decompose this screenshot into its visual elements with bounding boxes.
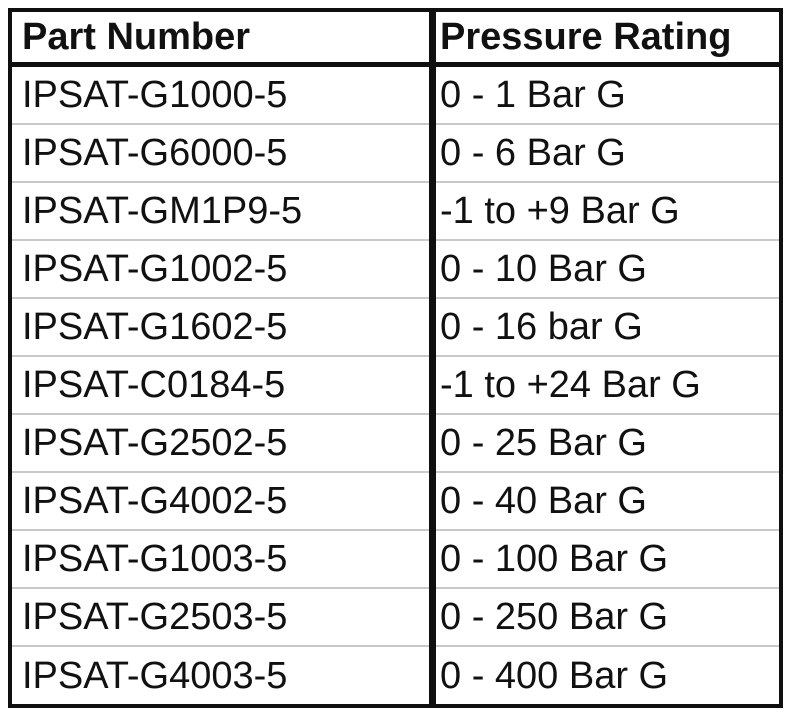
part-number-cell: IPSAT-G4002-5 [22, 479, 288, 522]
table-row: IPSAT-G1602-5 0 - 16 bar G [12, 299, 779, 357]
part-number-cell: IPSAT-G1002-5 [22, 247, 288, 290]
table-row: IPSAT-G2502-5 0 - 25 Bar G [12, 415, 779, 473]
pressure-rating-cell: 0 - 10 Bar G [440, 247, 647, 290]
pressure-rating-cell: 0 - 250 Bar G [440, 595, 669, 638]
pressure-rating-cell: 0 - 25 Bar G [440, 421, 647, 464]
table-row: IPSAT-G6000-5 0 - 6 Bar G [12, 125, 779, 183]
part-number-cell: IPSAT-C0184-5 [22, 363, 286, 406]
pressure-rating-cell: 0 - 400 Bar G [440, 654, 669, 697]
part-number-cell: IPSAT-GM1P9-5 [22, 189, 303, 232]
part-number-cell: IPSAT-G1003-5 [22, 537, 288, 580]
table-row: IPSAT-G1003-5 0 - 100 Bar G [12, 531, 779, 589]
pressure-rating-cell: 0 - 100 Bar G [440, 537, 669, 580]
part-number-cell: IPSAT-G6000-5 [22, 131, 288, 174]
table-row: IPSAT-G2503-5 0 - 250 Bar G [12, 589, 779, 647]
part-number-cell: IPSAT-G2502-5 [22, 421, 288, 464]
header-part-number: Part Number [22, 15, 251, 58]
table-row: IPSAT-G4003-5 0 - 400 Bar G [12, 647, 779, 705]
part-pressure-table: Part Number Pressure Rating IPSAT-G1000-… [8, 8, 783, 708]
pressure-rating-cell: 0 - 40 Bar G [440, 479, 647, 522]
part-number-cell: IPSAT-G2503-5 [22, 595, 288, 638]
table-header-row: Part Number Pressure Rating [12, 12, 779, 67]
table-row: IPSAT-G1002-5 0 - 10 Bar G [12, 241, 779, 299]
part-number-cell: IPSAT-G1000-5 [22, 73, 288, 116]
table-row: IPSAT-C0184-5 -1 to +24 Bar G [12, 357, 779, 415]
table-row: IPSAT-G1000-5 0 - 1 Bar G [12, 67, 779, 125]
table-row: IPSAT-GM1P9-5 -1 to +9 Bar G [12, 183, 779, 241]
column-divider [429, 12, 436, 704]
table-rows: Part Number Pressure Rating IPSAT-G1000-… [12, 12, 779, 704]
part-number-cell: IPSAT-G4003-5 [22, 654, 288, 697]
header-pressure-rating: Pressure Rating [440, 15, 732, 58]
part-number-cell: IPSAT-G1602-5 [22, 305, 288, 348]
pressure-rating-cell: 0 - 16 bar G [440, 305, 643, 348]
pressure-rating-cell: 0 - 1 Bar G [440, 73, 626, 116]
pressure-rating-cell: -1 to +9 Bar G [440, 189, 680, 232]
pressure-rating-cell: 0 - 6 Bar G [440, 131, 626, 174]
pressure-rating-cell: -1 to +24 Bar G [440, 363, 701, 406]
table-row: IPSAT-G4002-5 0 - 40 Bar G [12, 473, 779, 531]
